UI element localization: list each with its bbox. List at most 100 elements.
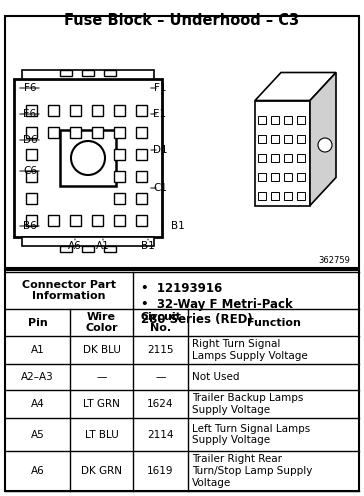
Circle shape bbox=[71, 141, 105, 175]
Bar bbox=[70, 105, 80, 116]
Text: Wire
Color: Wire Color bbox=[85, 311, 118, 333]
Text: A2–A3: A2–A3 bbox=[21, 372, 54, 382]
Text: 1619: 1619 bbox=[147, 466, 174, 476]
Bar bbox=[82, 246, 94, 252]
Bar bbox=[135, 192, 146, 203]
Text: B6: B6 bbox=[23, 221, 37, 231]
Text: Function: Function bbox=[246, 317, 300, 327]
Bar bbox=[47, 105, 59, 116]
Polygon shape bbox=[255, 72, 336, 101]
Text: A6: A6 bbox=[31, 466, 44, 476]
Bar bbox=[258, 134, 266, 142]
Bar bbox=[25, 214, 36, 226]
Bar bbox=[25, 171, 36, 182]
Bar bbox=[297, 173, 305, 181]
Bar bbox=[25, 105, 36, 116]
Text: E6: E6 bbox=[23, 109, 36, 119]
Text: Not Used: Not Used bbox=[192, 372, 240, 382]
Text: B1: B1 bbox=[171, 221, 185, 231]
Bar bbox=[114, 148, 124, 160]
Bar bbox=[284, 191, 292, 199]
Text: Connector Part
Information: Connector Part Information bbox=[22, 280, 116, 301]
Bar bbox=[284, 116, 292, 124]
Bar bbox=[258, 173, 266, 181]
Bar bbox=[60, 246, 72, 252]
Bar bbox=[114, 105, 124, 116]
Bar bbox=[297, 134, 305, 142]
Bar bbox=[284, 134, 292, 142]
Text: Trailer Right Rear
Turn/Stop Lamp Supply
Voltage: Trailer Right Rear Turn/Stop Lamp Supply… bbox=[192, 454, 312, 488]
Bar bbox=[135, 171, 146, 182]
Text: Trailer Backup Lamps
Supply Voltage: Trailer Backup Lamps Supply Voltage bbox=[192, 393, 303, 415]
Text: •  32-Way F Metri-Pack
280 Series (RED): • 32-Way F Metri-Pack 280 Series (RED) bbox=[141, 298, 293, 326]
Bar bbox=[25, 148, 36, 160]
Bar bbox=[47, 126, 59, 137]
Bar bbox=[255, 101, 310, 205]
Bar bbox=[284, 173, 292, 181]
Bar bbox=[70, 126, 80, 137]
Text: A1: A1 bbox=[96, 241, 110, 251]
Text: D6: D6 bbox=[23, 135, 37, 145]
Text: —: — bbox=[96, 372, 107, 382]
Bar bbox=[114, 126, 124, 137]
Bar bbox=[297, 116, 305, 124]
Bar bbox=[104, 70, 116, 76]
Text: F6: F6 bbox=[24, 83, 36, 93]
Text: A4: A4 bbox=[31, 399, 44, 409]
Bar bbox=[135, 148, 146, 160]
Text: A6: A6 bbox=[68, 241, 82, 251]
Bar bbox=[60, 70, 72, 76]
Text: D1: D1 bbox=[153, 145, 167, 155]
Circle shape bbox=[318, 138, 332, 152]
Bar bbox=[114, 214, 124, 226]
Bar bbox=[135, 126, 146, 137]
Bar bbox=[271, 116, 279, 124]
Text: 362759: 362759 bbox=[318, 256, 350, 265]
Bar bbox=[14, 79, 162, 237]
Bar bbox=[22, 70, 154, 79]
Bar bbox=[5, 270, 359, 491]
Bar bbox=[271, 191, 279, 199]
Bar bbox=[297, 191, 305, 199]
Text: LT BLU: LT BLU bbox=[84, 430, 118, 439]
Text: —: — bbox=[155, 372, 166, 382]
Bar bbox=[258, 191, 266, 199]
Text: 1624: 1624 bbox=[147, 399, 174, 409]
Polygon shape bbox=[310, 72, 336, 205]
Bar bbox=[284, 153, 292, 162]
Bar bbox=[25, 192, 36, 203]
Text: F1: F1 bbox=[154, 83, 166, 93]
Text: Right Turn Signal
Lamps Supply Voltage: Right Turn Signal Lamps Supply Voltage bbox=[192, 339, 308, 361]
Text: 2114: 2114 bbox=[147, 430, 174, 439]
Text: LT GRN: LT GRN bbox=[83, 399, 120, 409]
Text: E1: E1 bbox=[154, 109, 167, 119]
Bar bbox=[47, 214, 59, 226]
Bar bbox=[91, 214, 103, 226]
Text: Circuit
No.: Circuit No. bbox=[140, 311, 181, 333]
Text: 2115: 2115 bbox=[147, 345, 174, 355]
Bar bbox=[271, 173, 279, 181]
Bar bbox=[104, 246, 116, 252]
Bar bbox=[25, 126, 36, 137]
Text: Pin: Pin bbox=[28, 317, 47, 327]
Bar bbox=[70, 214, 80, 226]
Bar bbox=[271, 153, 279, 162]
Text: A1: A1 bbox=[31, 345, 44, 355]
Bar bbox=[91, 105, 103, 116]
Bar bbox=[135, 214, 146, 226]
Text: Left Turn Signal Lamps
Supply Voltage: Left Turn Signal Lamps Supply Voltage bbox=[192, 424, 310, 445]
Text: C1: C1 bbox=[153, 183, 167, 193]
Bar bbox=[114, 192, 124, 203]
Bar bbox=[5, 16, 359, 268]
Bar bbox=[297, 153, 305, 162]
Text: C6: C6 bbox=[23, 166, 37, 176]
Bar bbox=[22, 237, 154, 246]
Text: •  12193916: • 12193916 bbox=[141, 282, 222, 295]
Bar bbox=[114, 171, 124, 182]
Bar bbox=[258, 116, 266, 124]
Text: B1: B1 bbox=[141, 241, 155, 251]
Text: A5: A5 bbox=[31, 430, 44, 439]
Bar bbox=[60, 130, 116, 186]
Bar bbox=[258, 153, 266, 162]
Text: DK GRN: DK GRN bbox=[81, 466, 122, 476]
